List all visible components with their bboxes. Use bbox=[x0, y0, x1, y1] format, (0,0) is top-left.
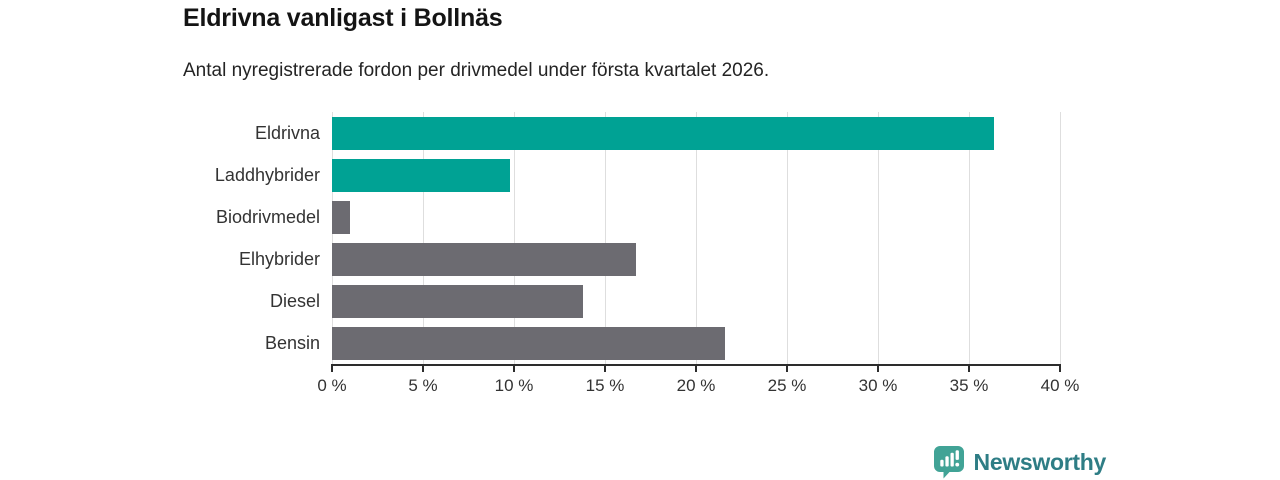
x-axis-tick bbox=[422, 364, 424, 372]
bar-diesel bbox=[332, 284, 584, 318]
newsworthy-logo-icon bbox=[933, 445, 965, 479]
newsworthy-branding: Newsworthy bbox=[933, 445, 1106, 479]
x-axis-tick-label: 0 % bbox=[317, 376, 347, 395]
category-label: Bensin bbox=[264, 332, 320, 353]
x-axis-tick-label: 5 % bbox=[408, 376, 438, 395]
bar-row bbox=[332, 196, 1060, 238]
bar-bensin bbox=[332, 326, 726, 360]
bar-biodrivmedel bbox=[332, 200, 351, 234]
logo-bubble-shape bbox=[933, 446, 964, 479]
category-label: Diesel bbox=[269, 290, 320, 311]
category-label: Biodrivmedel bbox=[215, 206, 320, 227]
gridline bbox=[787, 112, 788, 364]
category-labels: Eldrivna Laddhybrider Biodrivmedel Elhybrid… bbox=[0, 112, 320, 364]
category-label: Eldrivna bbox=[254, 122, 320, 143]
x-axis-tick bbox=[877, 364, 879, 372]
gridline bbox=[696, 112, 697, 364]
chart-subtitle: Antal nyregistrerade fordon per drivmede… bbox=[183, 60, 770, 81]
gridline bbox=[423, 112, 424, 364]
x-axis-tick bbox=[968, 364, 970, 372]
category-label: Laddhybrider bbox=[214, 164, 320, 185]
newsworthy-logo-text: Newsworthy bbox=[973, 448, 1107, 475]
gridline bbox=[969, 112, 970, 364]
bar-elhybrider bbox=[332, 242, 636, 276]
plot-area: 0 % 5 % 10 % 15 % 20 % 25 % 30 % 35 % 40 % bbox=[317, 112, 1079, 395]
x-axis-tick bbox=[695, 364, 697, 372]
x-axis-tick-label: 20 % bbox=[676, 376, 716, 395]
x-axis-tick-label: 25 % bbox=[767, 376, 807, 395]
x-axis-tick bbox=[513, 364, 515, 372]
gridline bbox=[514, 112, 515, 364]
x-axis-tick-label: 35 % bbox=[949, 376, 989, 395]
gridline bbox=[1060, 112, 1061, 364]
gridline bbox=[878, 112, 879, 364]
bar-row bbox=[332, 154, 1060, 196]
bar-laddhybrider bbox=[332, 158, 511, 192]
x-axis-tick bbox=[331, 364, 333, 372]
x-axis-tick-label: 15 % bbox=[585, 376, 625, 395]
chart-title: Eldrivna vanligast i Bollnäs bbox=[183, 4, 503, 32]
category-label: Elhybrider bbox=[238, 248, 320, 269]
gridline bbox=[605, 112, 606, 364]
x-axis-tick-label: 40 % bbox=[1040, 376, 1080, 395]
bar-eldrivna bbox=[332, 116, 995, 150]
bar-row bbox=[332, 238, 1060, 280]
gridline bbox=[332, 112, 333, 364]
x-axis-tick-label: 30 % bbox=[858, 376, 898, 395]
bar-row bbox=[332, 112, 1060, 154]
bar-row bbox=[332, 280, 1060, 322]
x-axis-tick bbox=[1059, 364, 1061, 372]
x-axis-tick bbox=[604, 364, 606, 372]
x-axis-tick-label: 10 % bbox=[494, 376, 534, 395]
x-axis-tick bbox=[786, 364, 788, 372]
bar-row bbox=[332, 322, 1060, 364]
